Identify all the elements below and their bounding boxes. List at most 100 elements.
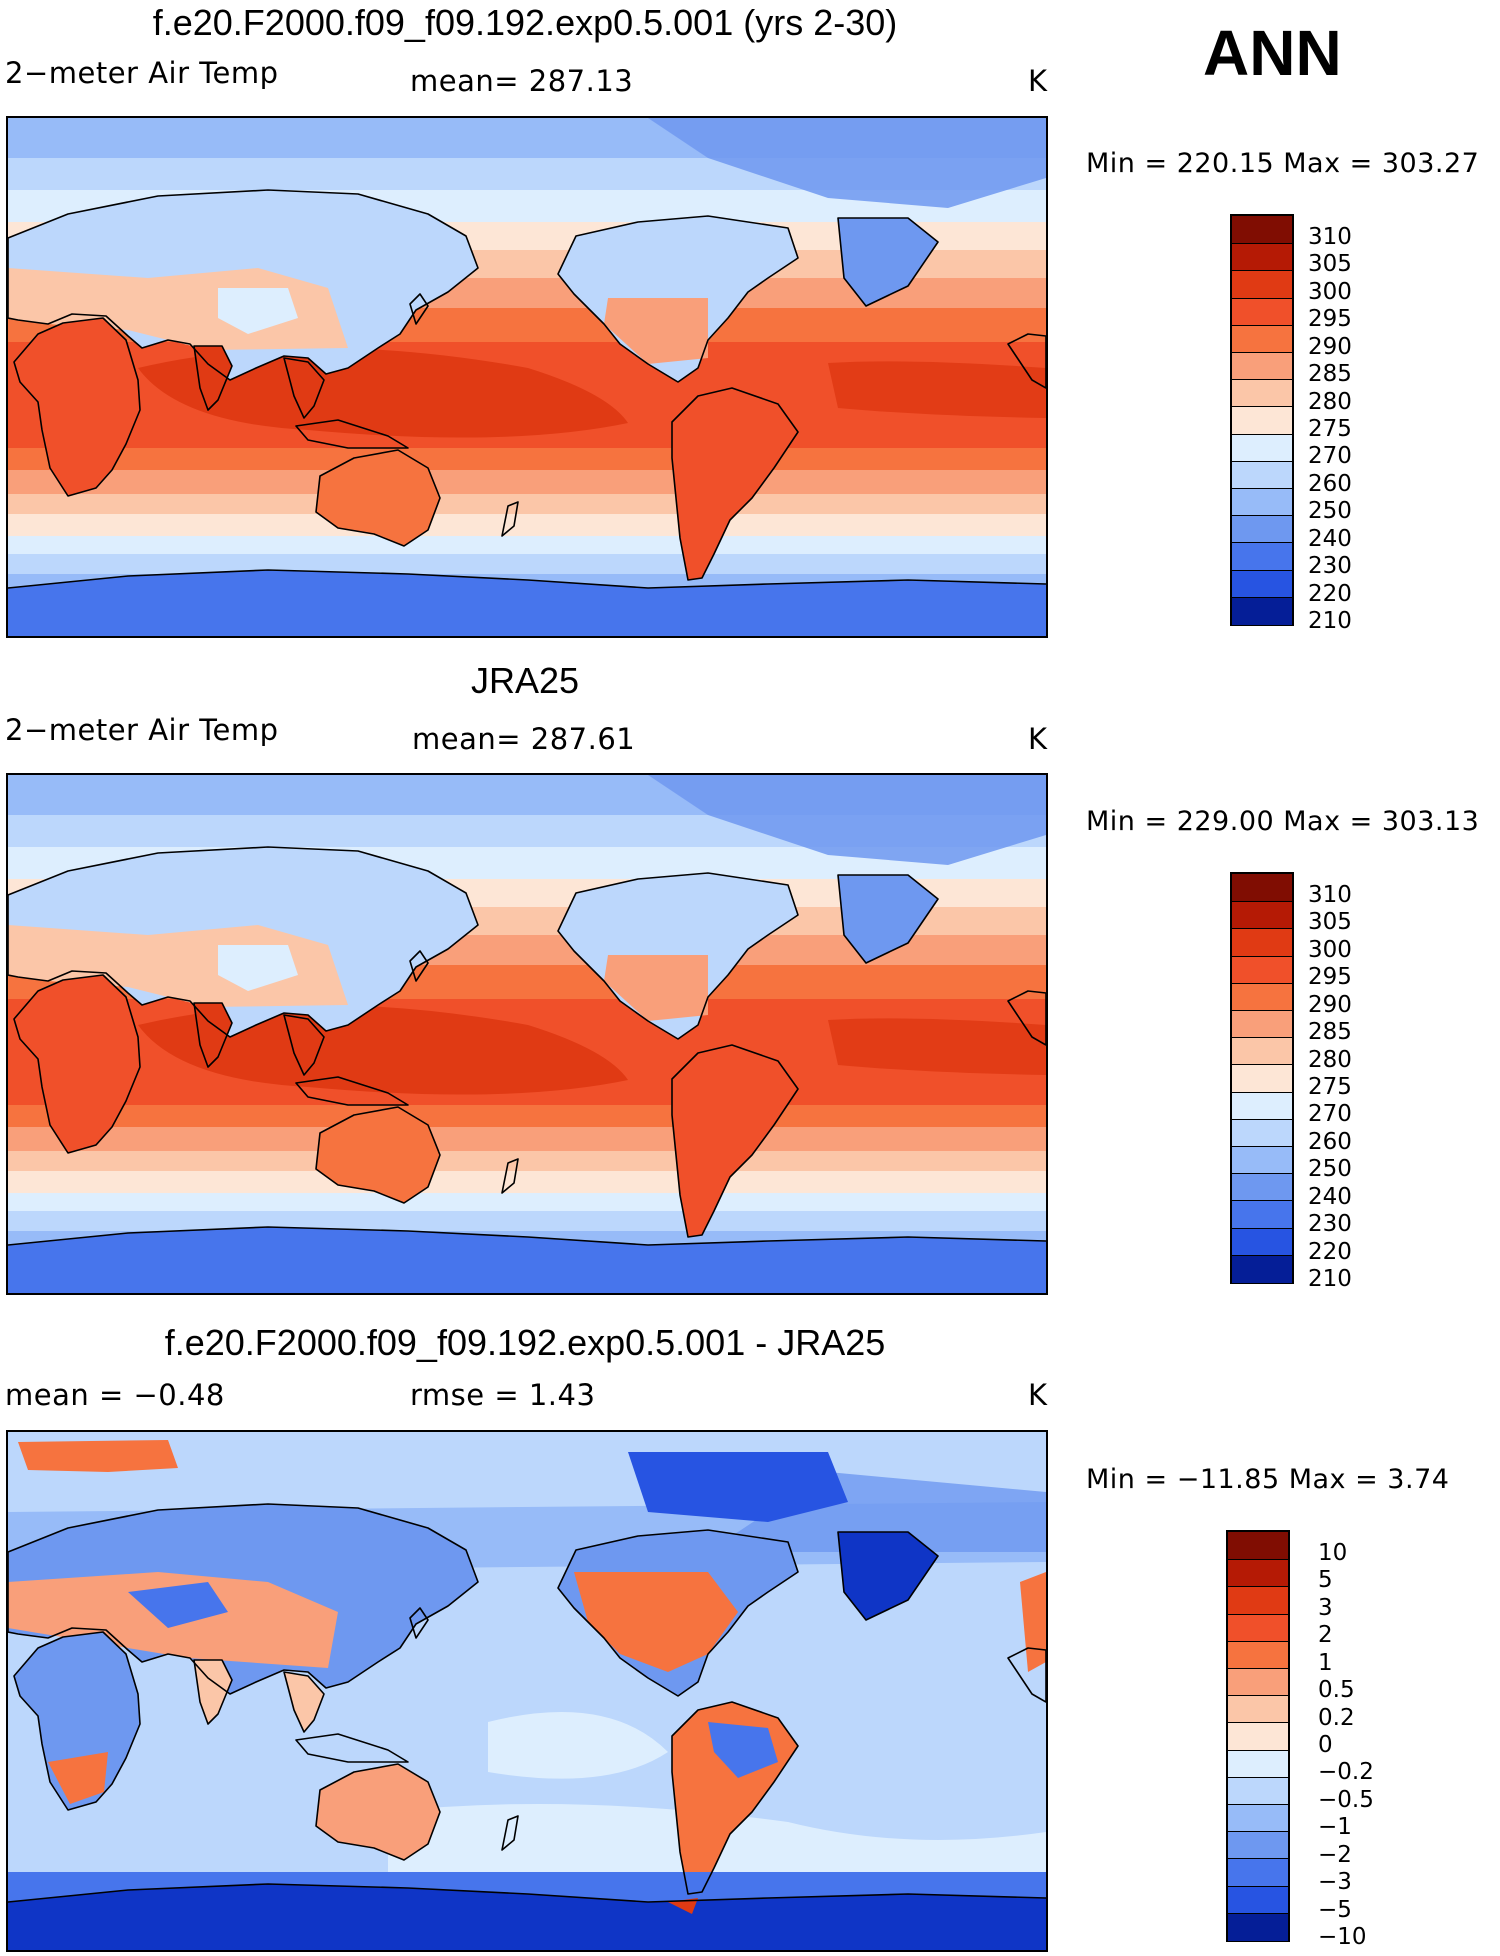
panel-model-colorbar	[1230, 214, 1294, 626]
colorbar-label: −1	[1318, 1814, 1352, 1841]
colorbar-box	[1228, 1668, 1288, 1697]
colorbar-label: 230	[1308, 553, 1352, 580]
panel-diff-title: f.e20.F2000.f09_f09.192.exp0.5.001 - JRA…	[164, 1322, 886, 1363]
colorbar-label: −0.5	[1318, 1786, 1374, 1813]
colorbar-box	[1232, 596, 1292, 626]
colorbar-box	[1232, 1010, 1292, 1039]
colorbar-label: 285	[1308, 1019, 1352, 1046]
colorbar-box	[1232, 216, 1292, 244]
colorbar-box	[1232, 460, 1292, 490]
panel-diff-colorbar	[1226, 1530, 1290, 1942]
panel-diff-map	[6, 1430, 1048, 1952]
colorbar-label: 260	[1308, 1128, 1352, 1155]
panel-diff-mean: mean = −0.48	[5, 1378, 225, 1412]
season-label: ANN	[1203, 17, 1342, 89]
colorbar-box	[1232, 324, 1292, 354]
colorbar-box	[1228, 1912, 1288, 1942]
colorbar-box	[1228, 1858, 1288, 1888]
colorbar-label: 270	[1308, 443, 1352, 470]
colorbar-label: 295	[1308, 306, 1352, 333]
colorbar-box	[1228, 1695, 1288, 1724]
colorbar-box	[1228, 1613, 1288, 1643]
colorbar-label: 250	[1308, 1156, 1352, 1183]
panel-obs-units: K	[1028, 722, 1048, 756]
colorbar-box	[1232, 928, 1292, 958]
colorbar-box	[1232, 1091, 1292, 1121]
panel-obs-colorbar	[1230, 872, 1294, 1284]
panel-model-title: f.e20.F2000.f09_f09.192.exp0.5.001 (yrs …	[152, 2, 898, 43]
colorbar-box	[1232, 1146, 1292, 1175]
colorbar-box	[1232, 901, 1292, 930]
colorbar-box	[1228, 1831, 1288, 1860]
colorbar-label: 5	[1318, 1567, 1333, 1594]
colorbar-label: 275	[1308, 416, 1352, 442]
colorbar-label: 300	[1308, 278, 1352, 305]
colorbar-box	[1232, 1173, 1292, 1202]
colorbar-box	[1232, 515, 1292, 544]
colorbar-label: 280	[1308, 1046, 1352, 1073]
colorbar-label: 305	[1308, 251, 1352, 278]
colorbar-box	[1232, 955, 1292, 985]
colorbar-label: 220	[1308, 580, 1352, 607]
colorbar-box	[1228, 1722, 1288, 1752]
panel-obs-title: JRA25	[470, 660, 580, 701]
colorbar-label: 220	[1308, 1238, 1352, 1265]
panel-model-variable: 2−meter Air Temp	[5, 56, 279, 90]
colorbar-label: 305	[1308, 909, 1352, 936]
colorbar-box	[1232, 406, 1292, 436]
colorbar-label: 240	[1308, 1183, 1352, 1210]
panel-obs-map	[6, 773, 1048, 1295]
colorbar-label: 285	[1308, 361, 1352, 388]
colorbar-box	[1232, 982, 1292, 1012]
colorbar-box	[1232, 1227, 1292, 1257]
colorbar-label: −0.2	[1318, 1759, 1374, 1786]
colorbar-label: 300	[1308, 936, 1352, 963]
colorbar-label: 270	[1308, 1101, 1352, 1128]
colorbar-label: 1	[1318, 1649, 1333, 1676]
panel-model-mean: mean= 287.13	[410, 64, 634, 98]
colorbar-label: 250	[1308, 498, 1352, 525]
colorbar-box	[1232, 569, 1292, 599]
colorbar-box	[1232, 433, 1292, 463]
colorbar-box	[1228, 1532, 1288, 1560]
colorbar-label: 290	[1308, 333, 1352, 360]
colorbar-box	[1232, 297, 1292, 327]
colorbar-box	[1228, 1885, 1288, 1915]
colorbar-box	[1228, 1640, 1288, 1670]
colorbar-label: 3	[1318, 1594, 1333, 1621]
panel-model-map	[6, 116, 1048, 638]
colorbar-label: 210	[1308, 1266, 1352, 1293]
panel-diff-minmax: Min = −11.85 Max = 3.74	[1086, 1464, 1450, 1495]
colorbar-box	[1232, 1254, 1292, 1284]
colorbar-box	[1232, 270, 1292, 300]
colorbar-box	[1232, 243, 1292, 272]
colorbar-box	[1232, 1037, 1292, 1066]
colorbar-label: 260	[1308, 470, 1352, 497]
colorbar-label: 295	[1308, 964, 1352, 991]
colorbar-label: 240	[1308, 525, 1352, 552]
colorbar-box	[1228, 1749, 1288, 1779]
colorbar-label: 230	[1308, 1211, 1352, 1238]
panel-diff-rmse: rmse = 1.43	[410, 1378, 596, 1412]
colorbar-label: 10	[1318, 1539, 1348, 1566]
colorbar-label: 0	[1318, 1732, 1333, 1758]
colorbar-label: 2	[1318, 1622, 1333, 1649]
panel-model-minmax: Min = 220.15 Max = 303.27	[1086, 148, 1480, 179]
colorbar-label: −5	[1318, 1896, 1352, 1923]
colorbar-box	[1228, 1559, 1288, 1588]
colorbar-box	[1232, 488, 1292, 517]
colorbar-box	[1232, 379, 1292, 408]
colorbar-label: 310	[1308, 881, 1352, 908]
colorbar-box	[1228, 1586, 1288, 1616]
colorbar-label: −10	[1318, 1924, 1367, 1951]
colorbar-label: 290	[1308, 991, 1352, 1018]
colorbar-label: 280	[1308, 388, 1352, 415]
colorbar-label: 210	[1308, 608, 1352, 635]
panel-diff-units: K	[1028, 1378, 1048, 1412]
panel-obs-minmax: Min = 229.00 Max = 303.13	[1086, 806, 1480, 837]
panel-obs-variable: 2−meter Air Temp	[5, 713, 279, 747]
colorbar-label: 310	[1308, 223, 1352, 250]
panel-model-units: K	[1028, 64, 1048, 98]
colorbar-box	[1232, 542, 1292, 572]
colorbar-label: 0.5	[1318, 1677, 1355, 1704]
